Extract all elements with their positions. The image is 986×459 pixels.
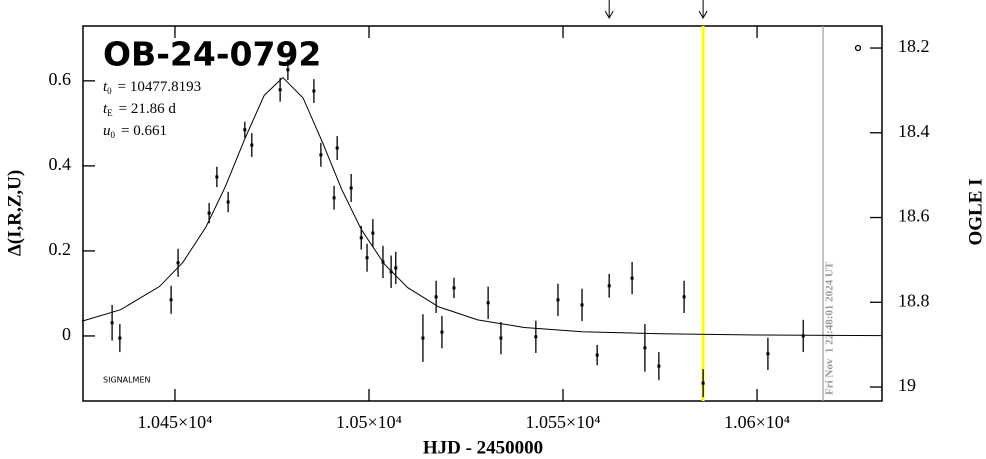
data-point [359, 236, 363, 240]
data-point [486, 301, 490, 305]
y-axis-label: Δ(I,R,Z,U) [4, 170, 25, 256]
arrow [698, 0, 708, 20]
data-point [801, 334, 805, 338]
timestamp: Fri Nov 1 22:48:01 2024 UT [824, 261, 836, 395]
data-point [499, 336, 503, 340]
data-point [176, 261, 180, 265]
data-point [118, 336, 122, 340]
annotation-symbol: u [103, 123, 111, 139]
data-point [286, 68, 290, 72]
y2-tick-label: 18.2 [898, 36, 930, 56]
y-tick-label: 0.2 [49, 239, 72, 259]
annotation-text: = 10477.8193 [118, 79, 201, 95]
data-point [226, 200, 230, 204]
y-tick-label: 0.6 [49, 69, 72, 89]
plot-frame [82, 25, 883, 402]
data-point [312, 89, 316, 93]
data-point [215, 175, 219, 179]
annotation-text: = 0.661 [121, 123, 167, 139]
data-point [607, 284, 611, 288]
data-point [365, 256, 369, 260]
y2-tick-label: 18.8 [898, 290, 930, 310]
data-point [580, 303, 584, 307]
data-point [349, 186, 353, 190]
y2-tick-label: 19 [898, 375, 916, 395]
x-tick-label: 1.045×10⁴ [137, 412, 212, 432]
x-tick-label: 1.06×10⁴ [724, 412, 790, 432]
data-point [207, 211, 211, 215]
data-point [556, 298, 560, 302]
annotation: tE = 21.86 d [103, 101, 176, 118]
chart-title: OB-24-0792 [103, 35, 321, 74]
x-tick-label: 1.05×10⁴ [336, 412, 402, 432]
arrow [604, 0, 614, 20]
y-tick-label: 0.4 [49, 154, 72, 174]
data-point [394, 266, 398, 270]
annotation: u0 = 0.661 [103, 123, 167, 140]
data-point [534, 335, 538, 339]
annotation: t0 = 10477.8193 [103, 79, 201, 96]
data-point [110, 321, 114, 325]
symbol-marker [854, 44, 862, 52]
y-tick-label: 0 [62, 324, 71, 344]
annotation-subscript: 0 [107, 86, 112, 96]
annotation-symbol: t [103, 101, 108, 117]
y2-axis-label: OGLE I [965, 178, 986, 245]
data-point [452, 286, 456, 290]
data-point [389, 270, 393, 274]
data-point [278, 88, 282, 92]
data-point [319, 153, 323, 157]
footnote: SIGNALMEN [103, 376, 151, 385]
data-point [682, 295, 686, 299]
data-point [643, 346, 647, 350]
annotation-symbol: t [103, 79, 108, 95]
data-point [440, 330, 444, 334]
data-point [701, 381, 705, 385]
y2-tick-label: 18.4 [898, 121, 930, 141]
data-point [595, 353, 599, 357]
data-point [421, 336, 425, 340]
data-point [335, 146, 339, 150]
data-point [381, 260, 385, 264]
data-point [169, 298, 173, 302]
x-tick-label: 1.055×10⁴ [526, 412, 601, 432]
annotation-text: = 21.86 d [119, 101, 177, 117]
data-point [332, 196, 336, 200]
annotation-subscript: E [107, 108, 113, 118]
data-point [630, 276, 634, 280]
data-point [766, 352, 770, 356]
x-axis-label: HJD - 2450000 [423, 437, 543, 458]
data-point [250, 143, 254, 147]
data-point [434, 295, 438, 299]
y2-tick-label: 18.6 [898, 206, 930, 226]
data-point [371, 231, 375, 235]
model-curve [81, 76, 882, 337]
data-point [243, 128, 247, 132]
data-point [657, 364, 661, 368]
annotation-subscript: 0 [111, 130, 116, 140]
